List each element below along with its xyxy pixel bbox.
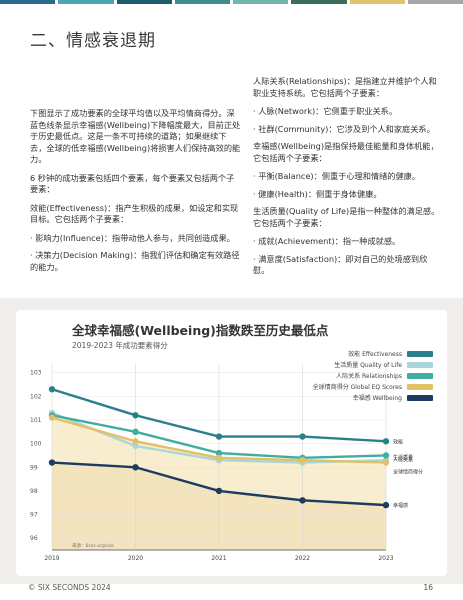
line-chart: 96 97 98 99 100 101 102 103 2019 2020 2021 2022 2023… [30,364,423,562]
x-tick-label: 2022 [295,555,310,562]
legend-label: 全球情商得分 Global EQ Scores [312,384,402,391]
x-tick-label: 2019 [44,555,59,562]
bullet-item: · 平衡(Balance)：侧重于心理和情绪的健康。 [253,171,421,181]
footer-copyright: © SIX SECONDS 2024 [28,583,111,592]
series-end-label: 效能 [393,438,403,445]
data-point [132,412,139,419]
page-number: 16 [423,583,433,592]
data-point [299,456,306,464]
y-tick-label: 101 [30,417,42,424]
chart-panel: 96 97 98 99 100 101 102 103 2019 2020 2021 2022 2023… [0,298,463,584]
color-segment [407,0,463,4]
series-end-label: 生活质量 [393,454,413,461]
data-point [48,414,56,421]
bullet-item: · 成就(Achievement)：指一种成就感。 [253,236,401,246]
chart-subtitle: 2019-2023 年成功要素得分 [72,341,168,350]
legend-item: 幸福感 Wellbeing [313,392,433,403]
legend-label: 生活质量 Quality of Life [334,362,402,369]
color-segment [349,0,405,4]
color-segment [116,0,172,4]
bullet-item: · 决策力(Decision Making)：指我们评估和确定有效路径的能力。 [30,250,240,272]
data-point [48,386,56,393]
x-tick-label: 2020 [128,555,143,562]
bullet-item: · 人脉(Network)：它侧重于职业关系。 [253,106,398,116]
paragraph: 6 秒钟的成功要素包括四个要素，每个要素又包括两个子要素： [30,172,235,195]
top-color-bar [0,0,463,4]
legend-swatch [407,350,433,357]
data-point [215,454,223,462]
y-tick-label: 97 [30,512,38,519]
bullet-item: · 健康(Health)：侧重于身体健康。 [253,188,382,199]
data-point [132,438,139,445]
data-point [382,501,390,509]
data-point [299,433,306,440]
color-segment [233,0,289,4]
series-end-label: 幸福感 [393,502,408,509]
legend-item: 人际关系 Relationships [313,370,433,381]
data-point [132,428,139,436]
legend-item: 生活质量 Quality of Life [313,359,433,370]
data-point [382,459,390,466]
data-point [215,449,223,457]
data-point [48,459,56,466]
color-segment [291,0,347,4]
y-tick-label: 100 [30,441,42,448]
paragraph: 人际关系(Relationships)：是指建立并维护个人和职业支持系统。它包括… [253,76,437,98]
y-tick-label: 102 [30,393,42,400]
y-tick-label: 96 [30,535,38,542]
chart-title: 全球幸福感(Wellbeing)指数跌至历史最低点 [72,323,329,338]
paragraph: 生活质量(Quality of Life)是指一种整体的满足感。它包括两个子要素… [253,206,440,228]
series-end-label: 人际关系 [393,456,413,463]
left-text-column: 下图显示了成功要素的全球平均值以及平均情商得分。深蓝色线条显示幸福感(Wellb… [30,108,242,279]
legend-label: 效能 Effectiveness [348,351,402,358]
bullet-item: · 满意度(Satisfaction)：即对自己的处境感到欣慰。 [253,253,428,276]
y-tick-label: 98 [30,488,38,495]
chart-card: 96 97 98 99 100 101 102 103 2019 2020 2021 2022 2023… [16,310,447,576]
legend-item: 效能 Effectiveness [313,348,433,359]
section-title: 二、情感衰退期 [30,31,156,51]
legend-item: 全球情商得分 Global EQ Scores [313,381,433,392]
bullet-item: · 社群(Community)：它涉及到个人和家庭关系。 [253,123,435,134]
legend-label: 人际关系 Relationships [336,373,402,380]
bullet-item: · 影响力(Influence)：指带动他人参与，共同创造成果。 [30,232,235,243]
data-point [382,452,390,459]
legend-label: 幸福感 Wellbeing [352,395,402,402]
y-tick-label: 99 [30,464,38,471]
source-note: 来源：6sec.org/sok [72,542,114,549]
legend-swatch [407,372,433,379]
right-text-column: 人际关系(Relationships)：是指建立并维护个人和职业支持系统。它包括… [253,76,443,283]
legend-swatch [407,361,433,368]
chart-legend: 效能 Effectiveness 生活质量 Quality of Life 人际关系… [313,348,433,403]
paragraph: 幸福感(Wellbeing)是指保持最佳能量和身体机能，它包括两个子要素： [253,141,439,163]
data-point [215,487,223,495]
paragraph: 效能(Effectiveness)：指产生积极的成果，如设定和实现目标。它包括两… [30,202,239,225]
y-tick-label: 103 [30,370,42,377]
data-point [299,497,306,504]
legend-swatch [407,394,433,401]
paragraph: 下图显示了成功要素的全球平均值以及平均情商得分。深蓝色线条显示幸福感(Wellb… [30,108,241,164]
legend-swatch [407,383,433,390]
x-tick-label: 2021 [211,555,226,562]
color-segment [0,0,56,4]
data-point [215,433,223,440]
color-segment [174,0,230,4]
series-end-label: 全球情商得分 [393,469,423,476]
x-tick-label: 2023 [378,555,393,562]
data-point [132,442,139,450]
data-point [132,464,139,471]
data-point [382,438,390,445]
color-segment [58,0,114,4]
